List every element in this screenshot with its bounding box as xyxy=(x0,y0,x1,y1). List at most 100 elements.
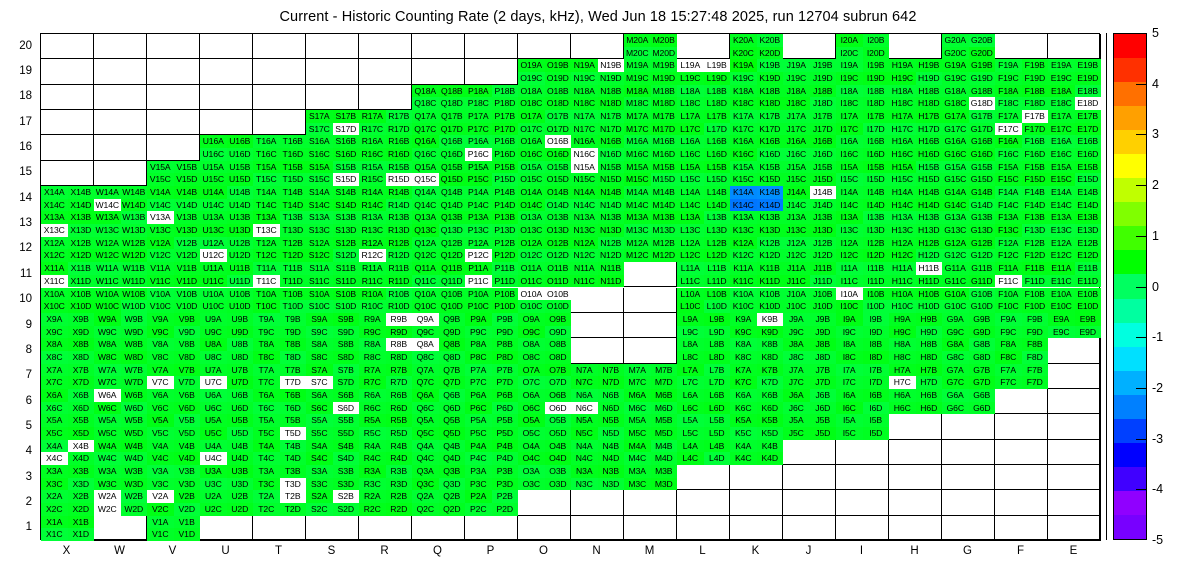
heatmap-cell-r16[interactable]: R16A R16B R16C R16D xyxy=(359,135,412,161)
heatmap-cell-w16[interactable] xyxy=(94,135,147,161)
heatmap-subcell-u5d[interactable]: U5D xyxy=(226,426,253,440)
heatmap-subcell-t7a[interactable]: T7A xyxy=(253,363,280,377)
heatmap-subcell-s4b[interactable]: S4B xyxy=(332,439,359,453)
heatmap-subcell-r15a[interactable]: R15A xyxy=(359,160,386,174)
heatmap-subcell-i11b[interactable]: I11B xyxy=(862,262,889,275)
heatmap-subcell-m15b[interactable]: M15B xyxy=(650,160,677,174)
heatmap-subcell-t12b[interactable]: T12B xyxy=(279,236,306,250)
heatmap-subcell-n18c[interactable]: N18C xyxy=(571,97,598,111)
heatmap-subcell-x10b[interactable]: X10B xyxy=(67,287,94,301)
heatmap-cell-j11[interactable]: J11A J11B J11C J11D xyxy=(783,262,836,288)
heatmap-cell-r9[interactable]: R9A R9B R9C R9D xyxy=(359,312,412,339)
heatmap-subcell-j10a[interactable]: J10A xyxy=(783,287,810,301)
heatmap-subcell-f14b[interactable]: F14B xyxy=(1021,186,1048,199)
heatmap-subcell-f7d[interactable]: F7D xyxy=(1021,376,1048,389)
heatmap-subcell-k5c[interactable]: K5C xyxy=(730,426,757,440)
heatmap-subcell-o8c[interactable]: O8C xyxy=(518,350,545,364)
heatmap-subcell-m17d[interactable]: M17D xyxy=(650,122,677,136)
heatmap-cell-q2[interactable]: Q2A Q2B Q2C Q2D xyxy=(412,490,465,516)
heatmap-subcell-x9b[interactable]: X9B xyxy=(67,312,94,326)
heatmap-subcell-o16d[interactable]: O16D xyxy=(544,148,571,161)
heatmap-subcell-m18a[interactable]: M18A xyxy=(624,84,651,98)
heatmap-subcell-j10d[interactable]: J10D xyxy=(809,300,836,313)
heatmap-subcell-e11a[interactable]: E11A xyxy=(1048,262,1075,275)
heatmap-subcell-w4b[interactable]: W4B xyxy=(120,439,147,453)
heatmap-subcell-q12b[interactable]: Q12B xyxy=(438,236,465,250)
heatmap-subcell-t2a[interactable]: T2A xyxy=(253,490,280,503)
heatmap-subcell-o7b[interactable]: O7B xyxy=(544,363,571,377)
heatmap-subcell-h18b[interactable]: H18B xyxy=(915,84,942,98)
heatmap-subcell-f17b[interactable]: F17B xyxy=(1021,110,1048,123)
heatmap-cell-q6[interactable]: Q6A Q6B Q6C Q6D xyxy=(412,388,465,415)
heatmap-subcell-x4d[interactable]: X4D xyxy=(67,452,94,465)
heatmap-subcell-e14a[interactable]: E14A xyxy=(1048,186,1075,199)
heatmap-subcell-u8a[interactable]: U8A xyxy=(200,338,227,351)
heatmap-cell-s19[interactable] xyxy=(306,59,359,85)
heatmap-subcell-v14a[interactable]: V14A xyxy=(147,186,174,199)
heatmap-cell-r11[interactable]: R11A R11B R11C R11D xyxy=(359,262,412,288)
heatmap-subcell-p11c[interactable]: P11C xyxy=(465,274,492,288)
heatmap-subcell-w8c[interactable]: W8C xyxy=(94,350,121,364)
heatmap-subcell-g11c[interactable]: G11C xyxy=(942,274,969,288)
heatmap-subcell-x7b[interactable]: X7B xyxy=(67,363,94,377)
heatmap-subcell-t6c[interactable]: T6C xyxy=(253,401,280,415)
heatmap-cell-q11[interactable]: Q11A Q11B Q11C Q11D xyxy=(412,262,465,288)
heatmap-subcell-f15d[interactable]: F15D xyxy=(1021,173,1048,187)
heatmap-subcell-v11b[interactable]: V11B xyxy=(173,262,200,275)
heatmap-subcell-l19d[interactable]: L19D xyxy=(703,72,730,85)
heatmap-subcell-e10c[interactable]: E10C xyxy=(1048,300,1075,313)
heatmap-subcell-n14d[interactable]: N14D xyxy=(597,198,624,212)
heatmap-subcell-q18a[interactable]: Q18A xyxy=(412,84,439,98)
heatmap-subcell-q8c[interactable]: Q8C xyxy=(412,350,439,364)
heatmap-cell-x12[interactable]: X12A X12B X12C X12D xyxy=(41,236,94,263)
heatmap-subcell-n11d[interactable]: N11D xyxy=(597,274,624,288)
heatmap-cell-p2[interactable]: P2A P2B P2C P2D xyxy=(465,490,518,516)
heatmap-subcell-g11b[interactable]: G11B xyxy=(968,262,995,275)
heatmap-subcell-g6c[interactable]: G6C xyxy=(942,401,969,415)
heatmap-subcell-q5b[interactable]: Q5B xyxy=(438,414,465,427)
heatmap-subcell-l14d[interactable]: L14D xyxy=(703,198,730,212)
heatmap-subcell-j17b[interactable]: J17B xyxy=(809,110,836,123)
heatmap-subcell-h16b[interactable]: H16B xyxy=(915,135,942,149)
heatmap-subcell-w12d[interactable]: W12D xyxy=(120,249,147,263)
heatmap-subcell-i17a[interactable]: I17A xyxy=(836,110,863,123)
heatmap-cell-m12[interactable]: M12A M12B M12C M12D xyxy=(624,236,677,263)
heatmap-cell-o14[interactable]: O14A O14B O14C O14D xyxy=(518,186,571,212)
heatmap-subcell-x3a[interactable]: X3A xyxy=(41,464,68,478)
heatmap-subcell-l5b[interactable]: L5B xyxy=(703,414,730,427)
heatmap-subcell-r17a[interactable]: R17A xyxy=(359,110,386,123)
heatmap-subcell-o9b[interactable]: O9B xyxy=(544,312,571,326)
heatmap-cell-m18[interactable]: M18A M18B M18C M18D xyxy=(624,84,677,111)
heatmap-subcell-s7b[interactable]: S7B xyxy=(332,363,359,377)
heatmap-subcell-p11d[interactable]: P11D xyxy=(491,274,518,288)
heatmap-subcell-r13b[interactable]: R13B xyxy=(385,211,412,225)
heatmap-cell-q16[interactable]: Q16A Q16B Q16C Q16D xyxy=(412,135,465,161)
heatmap-subcell-v7c[interactable]: V7C xyxy=(147,376,174,389)
heatmap-subcell-p5a[interactable]: P5A xyxy=(465,414,492,427)
heatmap-subcell-l4c[interactable]: L4C xyxy=(677,452,704,465)
heatmap-subcell-n14a[interactable]: N14A xyxy=(571,186,598,199)
heatmap-cell-e19[interactable]: E19A E19B E19C E19D xyxy=(1048,59,1101,85)
heatmap-cell-n2[interactable] xyxy=(571,490,624,516)
heatmap-subcell-m15d[interactable]: M15D xyxy=(650,173,677,187)
heatmap-subcell-l8a[interactable]: L8A xyxy=(677,338,704,351)
heatmap-cell-i7[interactable]: I7A I7B I7C I7D xyxy=(836,363,889,389)
heatmap-cell-m10[interactable] xyxy=(624,287,677,313)
heatmap-subcell-w13b[interactable]: W13B xyxy=(120,211,147,225)
heatmap-subcell-h11a[interactable]: H11A xyxy=(889,262,916,275)
heatmap-subcell-v7a[interactable]: V7A xyxy=(147,363,174,377)
heatmap-subcell-m3b[interactable]: M3B xyxy=(650,464,677,478)
heatmap-subcell-k7c[interactable]: K7C xyxy=(730,376,757,389)
heatmap-subcell-g7d[interactable]: G7D xyxy=(968,376,995,389)
heatmap-subcell-l17c[interactable]: L17C xyxy=(677,122,704,136)
heatmap-cell-q10[interactable]: Q10A Q10B Q10C Q10D xyxy=(412,287,465,313)
heatmap-subcell-q6a[interactable]: Q6A xyxy=(412,388,439,402)
heatmap-cell-m20[interactable]: M20A M20B M20C M20D xyxy=(624,34,677,60)
heatmap-cell-j19[interactable]: J19A J19B J19C J19D xyxy=(783,59,836,85)
heatmap-subcell-m20a[interactable]: M20A xyxy=(624,34,651,47)
heatmap-subcell-p18d[interactable]: P18D xyxy=(491,97,518,111)
heatmap-subcell-i16c[interactable]: I16C xyxy=(836,148,863,161)
heatmap-cell-e7[interactable] xyxy=(1048,363,1101,389)
heatmap-subcell-p4b[interactable]: P4B xyxy=(491,439,518,453)
heatmap-subcell-g12b[interactable]: G12B xyxy=(968,236,995,250)
